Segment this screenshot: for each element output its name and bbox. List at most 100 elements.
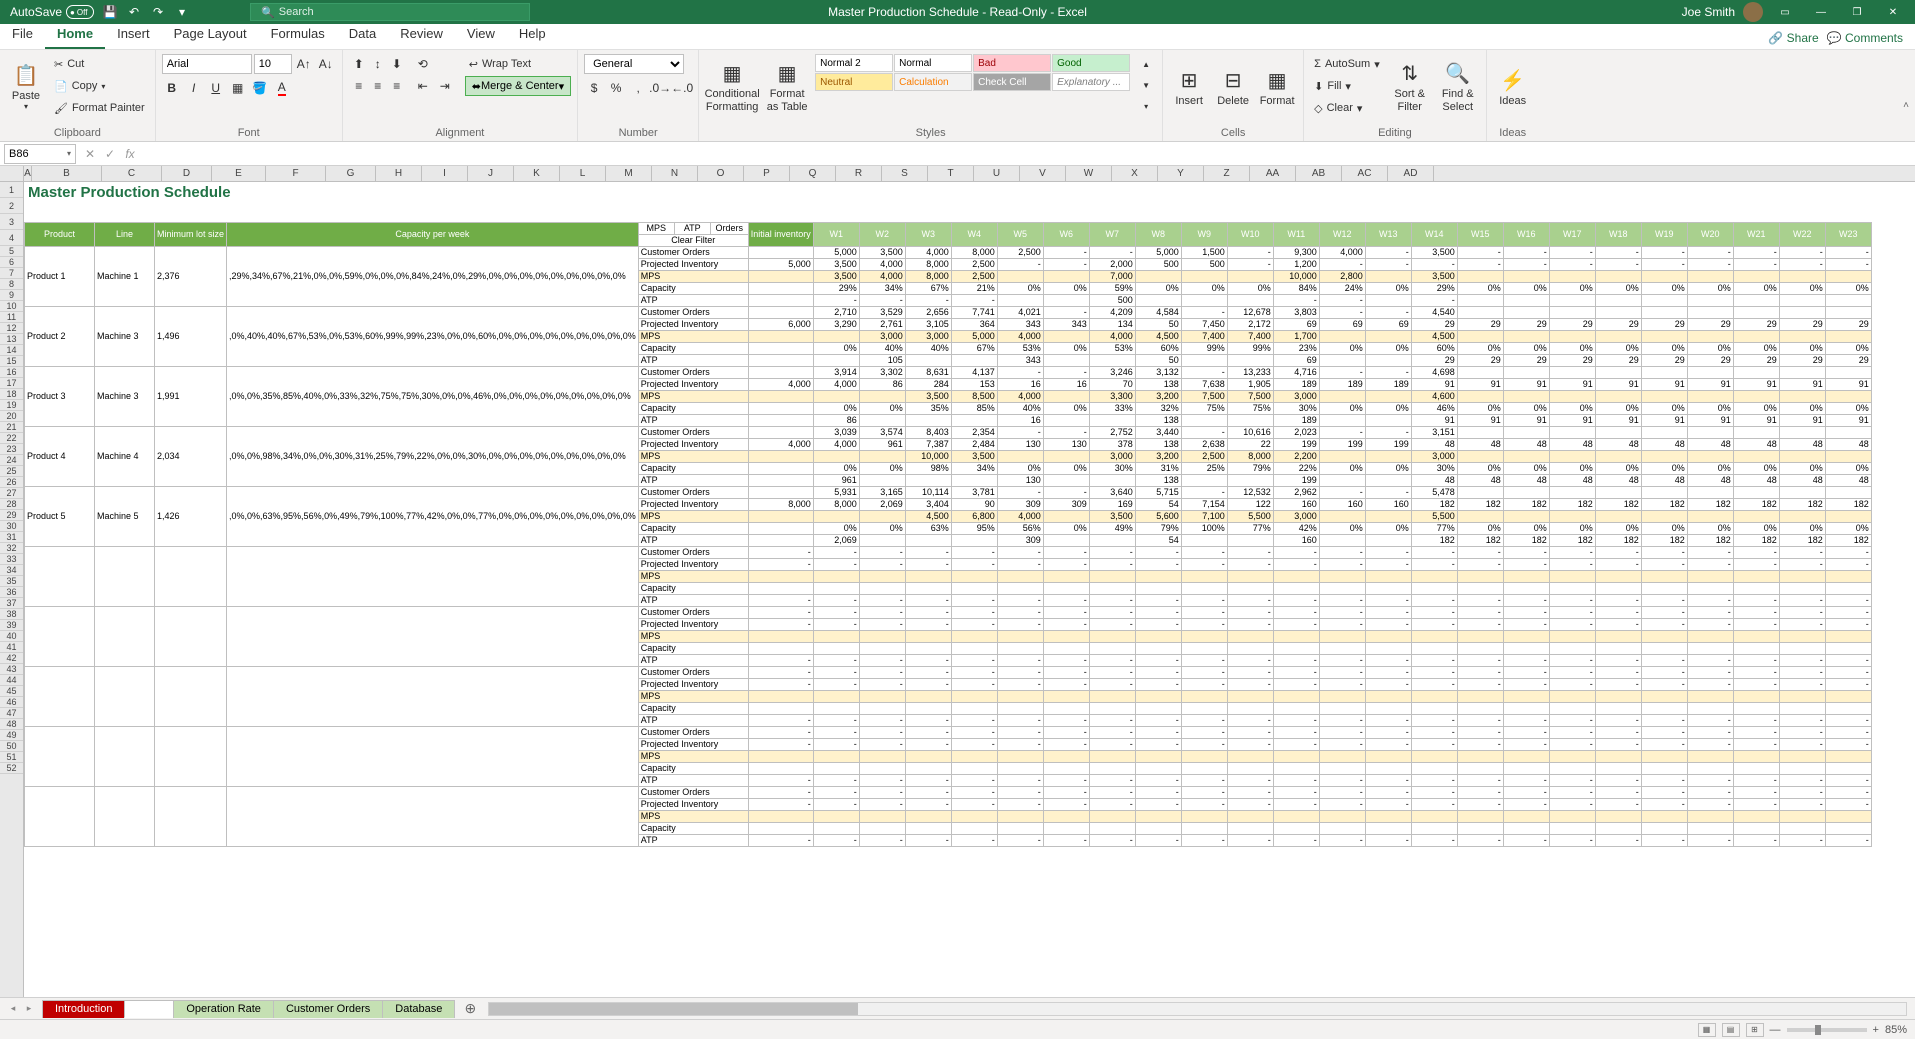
menu-tab-page-layout[interactable]: Page Layout — [162, 22, 259, 49]
row-header-17[interactable]: 17 — [0, 378, 23, 389]
font-name-input[interactable] — [162, 54, 252, 74]
row-header-36[interactable]: 36 — [0, 587, 23, 598]
clear-button[interactable]: ◇Clear ▾ — [1310, 98, 1384, 118]
style-more-icon[interactable]: ▾ — [1136, 96, 1156, 116]
close-icon[interactable]: ✕ — [1879, 0, 1907, 24]
style-good[interactable]: Good — [1052, 54, 1130, 72]
style-neutral[interactable]: Neutral — [815, 73, 893, 91]
align-bot-icon[interactable]: ⬇ — [387, 54, 407, 74]
col-header-Z[interactable]: Z — [1204, 166, 1250, 181]
row-header-3[interactable]: 3 — [0, 214, 23, 230]
row-header-48[interactable]: 48 — [0, 719, 23, 730]
col-header-M[interactable]: M — [606, 166, 652, 181]
find-select-button[interactable]: 🔍Find & Select — [1436, 54, 1480, 120]
align-top-icon[interactable]: ⬆ — [349, 54, 369, 74]
view-normal-icon[interactable]: ▦ — [1698, 1023, 1716, 1037]
row-header-14[interactable]: 14 — [0, 345, 23, 356]
menu-tab-help[interactable]: Help — [507, 22, 558, 49]
cells-area[interactable]: Master Production Schedule ProductLineMi… — [24, 182, 1915, 997]
menu-tab-insert[interactable]: Insert — [105, 22, 162, 49]
col-header-W[interactable]: W — [1066, 166, 1112, 181]
format-painter-button[interactable]: 🖌Format Painter — [50, 98, 149, 118]
tab-first-icon[interactable]: ◂ — [6, 1002, 20, 1016]
style-normal-2[interactable]: Normal 2 — [815, 54, 893, 72]
row-header-31[interactable]: 31 — [0, 532, 23, 543]
zoom-level[interactable]: 85% — [1885, 1024, 1907, 1036]
col-header-G[interactable]: G — [326, 166, 376, 181]
menu-tab-formulas[interactable]: Formulas — [259, 22, 337, 49]
underline-button[interactable]: U — [206, 78, 226, 98]
paste-button[interactable]: 📋Paste▾ — [6, 54, 46, 120]
row-header-30[interactable]: 30 — [0, 521, 23, 532]
save-icon[interactable]: 💾 — [102, 4, 118, 20]
font-size-input[interactable] — [254, 54, 292, 74]
row-header-32[interactable]: 32 — [0, 543, 23, 554]
col-header-A[interactable]: A — [24, 166, 32, 181]
row-header-51[interactable]: 51 — [0, 752, 23, 763]
share-button[interactable]: 🔗 Share — [1768, 31, 1818, 45]
comma-icon[interactable]: , — [628, 78, 648, 98]
col-header-U[interactable]: U — [974, 166, 1020, 181]
cond-format-button[interactable]: ▦Conditional Formatting — [705, 54, 759, 120]
style-normal[interactable]: Normal — [894, 54, 972, 72]
row-header-46[interactable]: 46 — [0, 697, 23, 708]
dec-decimal-icon[interactable]: ←.0 — [672, 78, 692, 98]
menu-tab-view[interactable]: View — [455, 22, 507, 49]
col-header-J[interactable]: J — [468, 166, 514, 181]
name-box[interactable]: B86▾ — [4, 144, 76, 164]
maximize-icon[interactable]: ❐ — [1843, 0, 1871, 24]
style-down-icon[interactable]: ▼ — [1136, 75, 1156, 95]
undo-icon[interactable]: ↶ — [126, 4, 142, 20]
collapse-ribbon-icon[interactable]: ˄ — [1903, 100, 1909, 111]
orientation-icon[interactable]: ⟲ — [413, 54, 433, 74]
row-header-23[interactable]: 23 — [0, 444, 23, 455]
row-header-10[interactable]: 10 — [0, 301, 23, 312]
style-up-icon[interactable]: ▲ — [1136, 54, 1156, 74]
row-header-5[interactable]: 5 — [0, 246, 23, 257]
border-button[interactable]: ▦ — [228, 78, 248, 98]
row-header-37[interactable]: 37 — [0, 598, 23, 609]
col-header-C[interactable]: C — [102, 166, 162, 181]
row-header-27[interactable]: 27 — [0, 488, 23, 499]
fill-button[interactable]: ⬇Fill ▾ — [1310, 76, 1384, 96]
format-table-button[interactable]: ▦Format as Table — [763, 54, 811, 120]
col-header-Y[interactable]: Y — [1158, 166, 1204, 181]
currency-icon[interactable]: $ — [584, 78, 604, 98]
wrap-text-button[interactable]: ↩Wrap Text — [465, 54, 571, 74]
minimize-icon[interactable]: — — [1807, 0, 1835, 24]
row-header-24[interactable]: 24 — [0, 455, 23, 466]
col-header-Q[interactable]: Q — [790, 166, 836, 181]
sheet-tab-introduction[interactable]: Introduction — [42, 1000, 125, 1018]
formula-input[interactable] — [140, 144, 1915, 164]
col-header-L[interactable]: L — [560, 166, 606, 181]
align-mid-icon[interactable]: ↕ — [368, 54, 388, 74]
zoom-in-icon[interactable]: + — [1873, 1024, 1879, 1036]
col-header-F[interactable]: F — [266, 166, 326, 181]
row-header-13[interactable]: 13 — [0, 334, 23, 345]
row-header-22[interactable]: 22 — [0, 433, 23, 444]
row-header-28[interactable]: 28 — [0, 499, 23, 510]
view-break-icon[interactable]: ⊞ — [1746, 1023, 1764, 1037]
row-header-52[interactable]: 52 — [0, 763, 23, 774]
style-calculation[interactable]: Calculation — [894, 73, 972, 91]
add-sheet-button[interactable]: ⊕ — [460, 1000, 480, 1017]
decrease-font-icon[interactable]: A↓ — [316, 54, 336, 74]
row-header-40[interactable]: 40 — [0, 631, 23, 642]
menu-tab-review[interactable]: Review — [388, 22, 455, 49]
row-header-33[interactable]: 33 — [0, 554, 23, 565]
number-format-select[interactable]: General — [584, 54, 684, 74]
style-bad[interactable]: Bad — [973, 54, 1051, 72]
col-header-R[interactable]: R — [836, 166, 882, 181]
row-header-34[interactable]: 34 — [0, 565, 23, 576]
view-layout-icon[interactable]: ▤ — [1722, 1023, 1740, 1037]
row-header-20[interactable]: 20 — [0, 411, 23, 422]
cancel-formula-icon[interactable]: ✕ — [80, 144, 100, 164]
col-header-V[interactable]: V — [1020, 166, 1066, 181]
autosave-toggle[interactable]: AutoSave ● Off — [10, 5, 94, 19]
col-header-S[interactable]: S — [882, 166, 928, 181]
row-header-42[interactable]: 42 — [0, 653, 23, 664]
user-name[interactable]: Joe Smith — [1682, 5, 1735, 19]
row-header-35[interactable]: 35 — [0, 576, 23, 587]
align-left-icon[interactable]: ≡ — [349, 76, 369, 96]
row-header-16[interactable]: 16 — [0, 367, 23, 378]
